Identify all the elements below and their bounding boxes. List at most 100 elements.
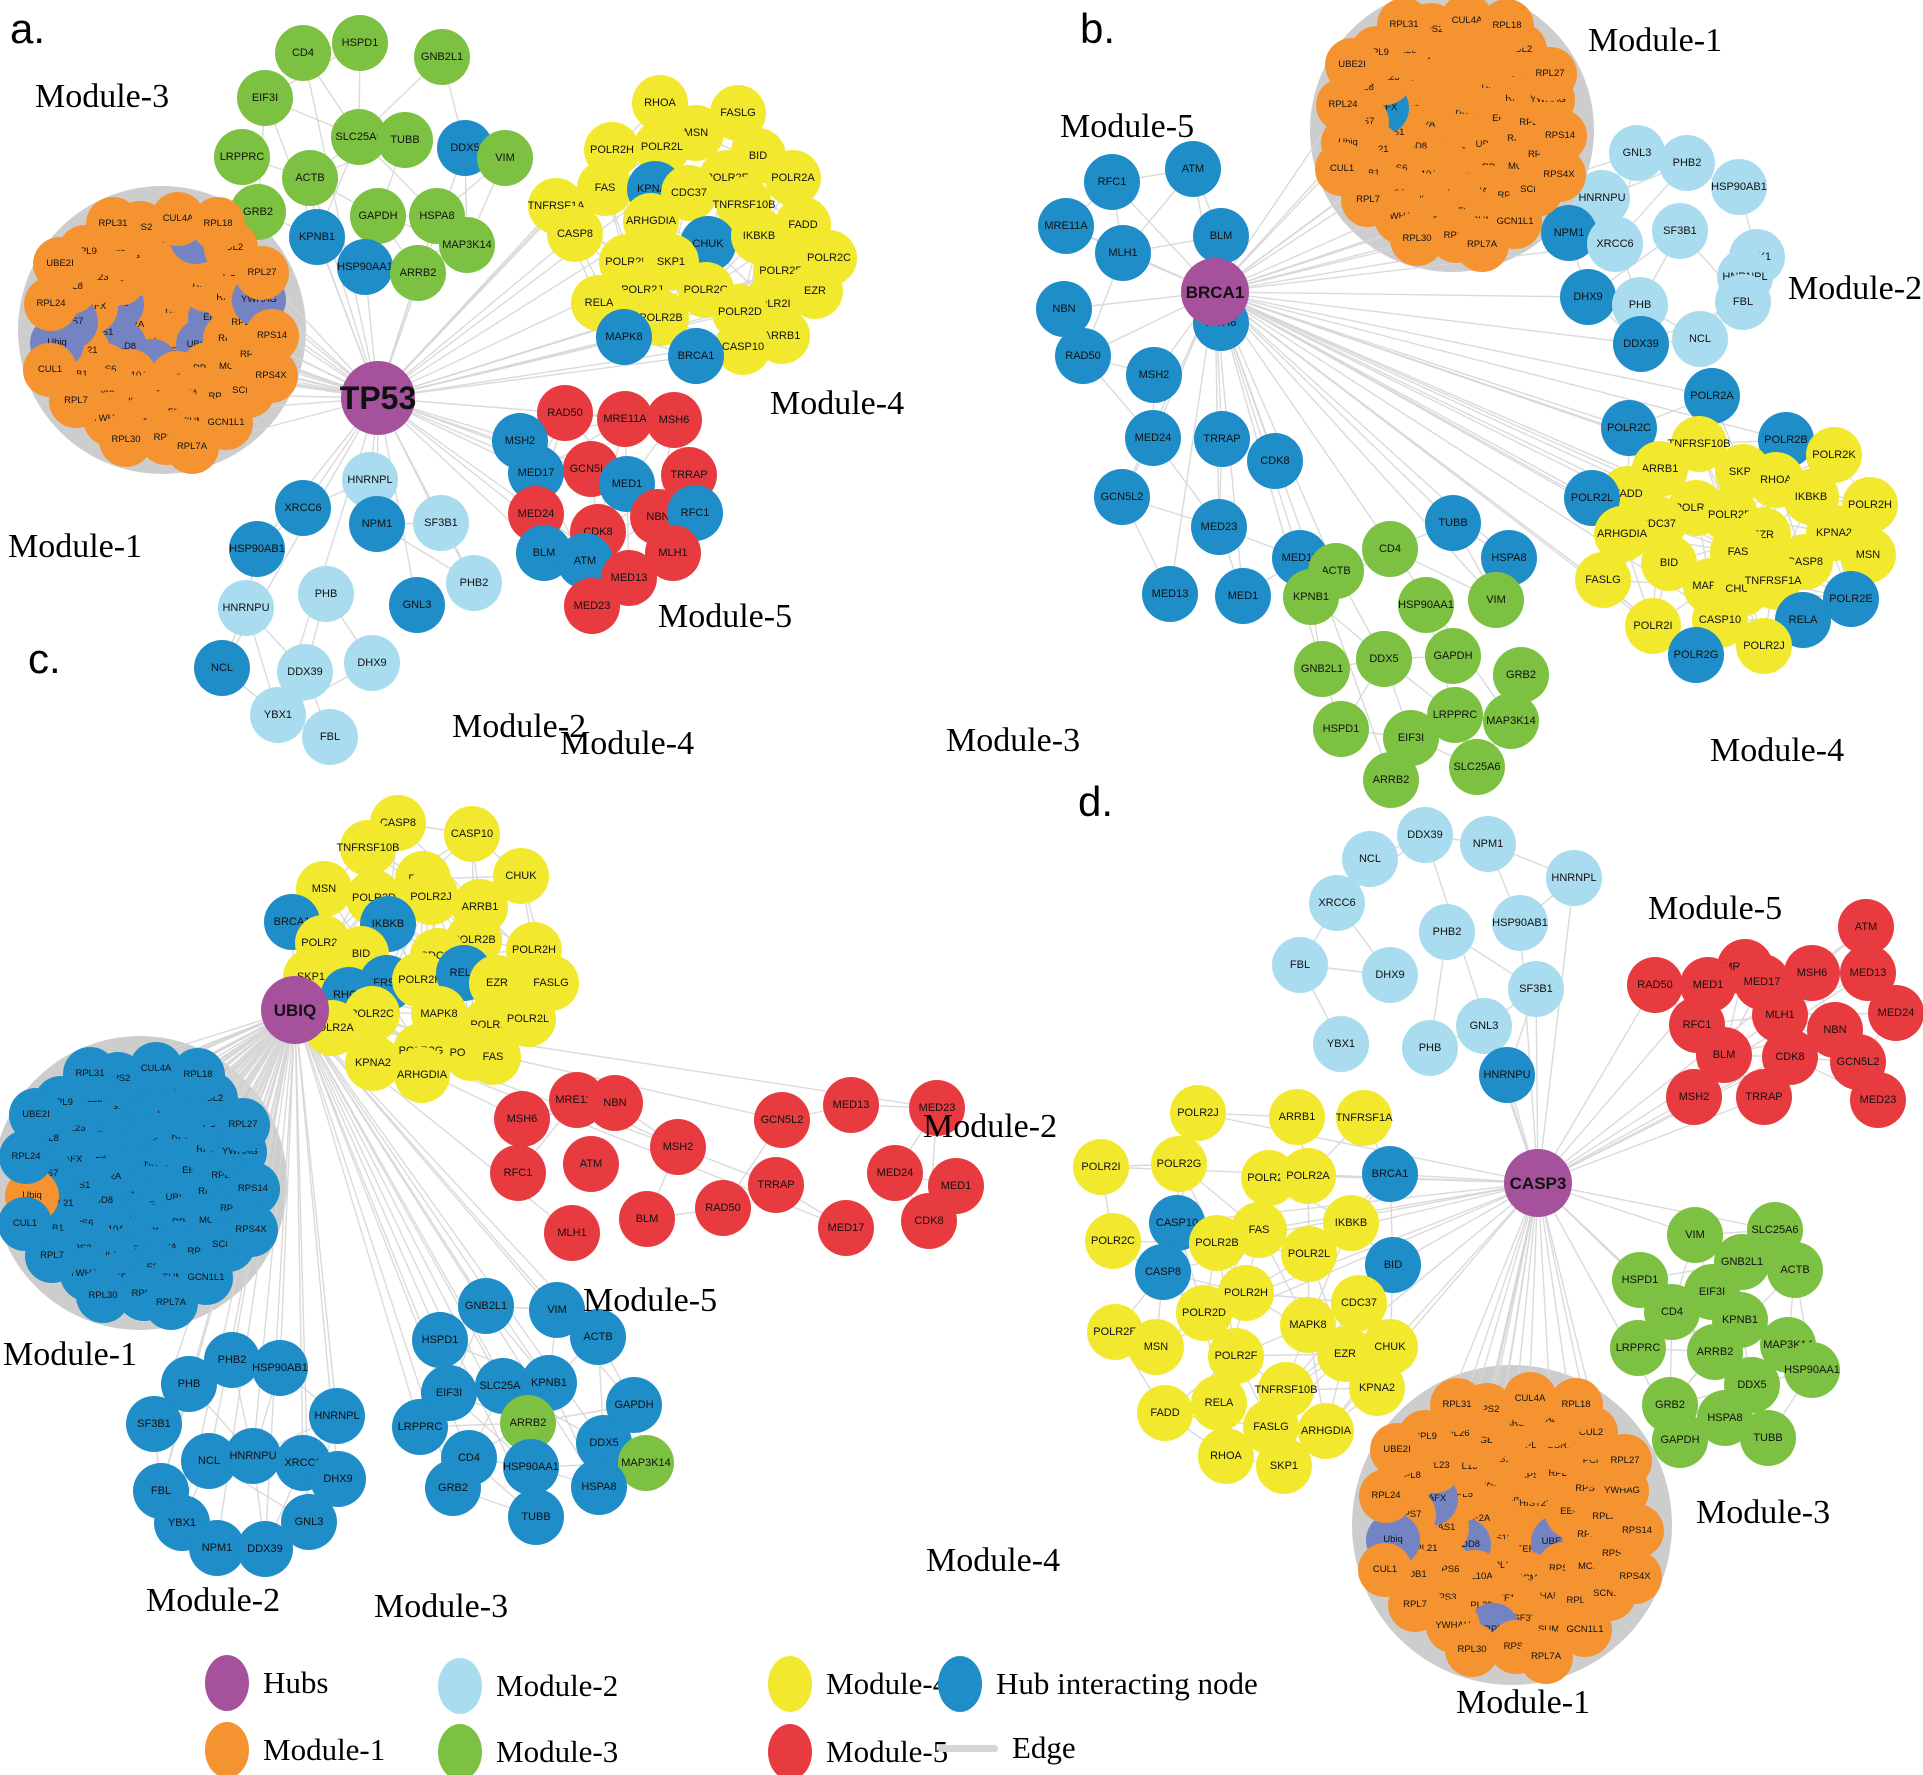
node-b-SLC25A6: SLC25A6 <box>1449 739 1505 795</box>
node-a-UBE2I-label: UBE2I <box>46 258 74 270</box>
node-c-HSPA8: HSPA8 <box>571 1459 627 1515</box>
node-d-CUL1-label: CUL1 <box>1372 1564 1398 1576</box>
node-a-RPL27-label: RPL27 <box>247 267 277 279</box>
node-c-PHB-label: PHB <box>177 1377 201 1390</box>
node-d-MLH1-label: MLH1 <box>1765 1008 1795 1021</box>
node-d-RPL13-label: RPL13 <box>1448 1461 1478 1473</box>
node-b-POLR2C: POLR2C <box>1601 400 1657 456</box>
node-b-FASLG-label: FASLG <box>1585 573 1621 586</box>
node-d-GAPDH-label: GAPDH <box>1660 1433 1700 1446</box>
node-c-HNRNPU: HNRNPU <box>225 1428 281 1484</box>
node-d-RPS14: RPS14 <box>1610 1504 1664 1558</box>
node-b-NPM1-label: NPM1 <box>1553 226 1585 239</box>
node-b-ARRB2-label: ARRB2 <box>1372 773 1410 786</box>
node-c-PHB2-label: PHB2 <box>217 1353 247 1366</box>
node-a-POLR2K-label: POLR2K <box>605 255 649 268</box>
node-d-POLR2C-label: POLR2C <box>1090 1234 1136 1247</box>
node-d-KPNA2-label: KPNA2 <box>1358 1381 1396 1394</box>
node-a-EIF3I: EIF3I <box>237 70 293 126</box>
node-c-LRPPRC-label: LRPPRC <box>397 1420 443 1433</box>
node-d-DHX9-label: DHX9 <box>1375 968 1405 981</box>
node-c-NPM1-label: NPM1 <box>201 1541 233 1554</box>
node-d-SSRP1-label: SSRP1 <box>1547 1440 1579 1452</box>
node-d-RPL18-label: RPL18 <box>1561 1399 1591 1411</box>
node-b-GCN5L2-label: GCN5L2 <box>1100 490 1144 503</box>
node-a-RPL9-label: RPL9 <box>73 246 97 258</box>
node-a-GNB2L1-label: GNB2L1 <box>420 50 464 63</box>
node-c-POLR2C-label: POLR2C <box>349 1007 395 1020</box>
node-d-GNB2L1: GNB2L1 <box>1714 1234 1770 1290</box>
node-c-CUL4A-label: CUL4A <box>140 1063 172 1075</box>
node-c-MLH1: MLH1 <box>544 1205 600 1261</box>
node-b-POLR2F-label: POLR2F <box>1674 501 1718 514</box>
node-b-DHX9: DHX9 <box>1560 269 1616 325</box>
node-b-POLR2G-label: POLR2G <box>1673 648 1719 661</box>
node-c-Ubiq-label: Ubiq <box>22 1190 42 1202</box>
node-a-MLH1-label: MLH1 <box>658 546 688 559</box>
node-a-NCL-label: NCL <box>210 661 233 674</box>
node-d-POLR2B: POLR2B <box>1189 1215 1245 1271</box>
node-c-GCN5L2: GCN5L2 <box>754 1092 810 1148</box>
node-a-RELA-label: RELA <box>584 296 614 309</box>
node-d-NCL-label: NCL <box>1358 852 1381 865</box>
node-d-CUL4A: CUL4A <box>1503 1372 1557 1426</box>
node-d-BLM-label: BLM <box>1712 1048 1736 1061</box>
node-a-HSP90AB1: HSP90AB1 <box>229 521 285 577</box>
node-a-YBX1: YBX1 <box>250 687 306 743</box>
node-a-PHB2: PHB2 <box>446 555 502 611</box>
module-label-a-module-2: Module-2 <box>452 708 587 745</box>
module-label-c-module-1: Module-1 <box>3 1336 138 1373</box>
node-b-RPL27-label: RPL27 <box>1535 68 1565 80</box>
node-d-RPS7-label: RPS7 <box>1396 1509 1422 1521</box>
node-a-MAPK8: MAPK8 <box>596 309 652 365</box>
node-a-MSH2-label: MSH2 <box>504 434 536 447</box>
node-b-HSP90AB1: HSP90AB1 <box>1711 159 1767 215</box>
node-a-ARRB1-label: ARRB1 <box>763 329 801 342</box>
node-c-EZR-label: EZR <box>486 976 508 989</box>
node-b-KPNB1: KPNB1 <box>1283 569 1339 625</box>
node-d-CD4: CD4 <box>1644 1284 1700 1340</box>
node-b-CUL4A-label: CUL4A <box>1451 15 1483 27</box>
node-d-MCM5-label: MCM5 <box>1515 1573 1543 1585</box>
node-a-KPNB1-label: KPNB1 <box>298 230 336 243</box>
module-label-b-module-5: Module-5 <box>1060 108 1195 145</box>
node-c-RPL18: RPL18 <box>171 1048 225 1102</box>
node-b-POLR2I-label: POLR2I <box>1633 619 1673 632</box>
node-c-MRE11A-label: MRE11A <box>555 1093 599 1106</box>
node-d-PIAS1-label: PIAS1 <box>1428 1522 1456 1534</box>
node-d-XRCC6: XRCC6 <box>1309 875 1365 931</box>
node-a-FBL: FBL <box>302 709 358 765</box>
node-c-ATM-label: ATM <box>579 1157 603 1170</box>
node-a-KPNA2-label: KPNA2 <box>636 182 674 195</box>
node-b-POLR2B-label: POLR2B <box>1764 433 1808 446</box>
node-d-POLR2I: POLR2I <box>1073 1139 1129 1195</box>
node-c-ATM: ATM <box>563 1136 619 1192</box>
node-b-UBE2I-label: UBE2I <box>1338 59 1366 71</box>
node-b-POLR2L-label: POLR2L <box>1570 491 1614 504</box>
node-a-TNFRSF1A-label: TNFRSF1A <box>527 199 585 212</box>
node-a-CDK8-label: CDK8 <box>583 525 613 538</box>
node-a-MAP3K14-label: MAP3K14 <box>442 238 492 251</box>
module-label-b-module-3: Module-3 <box>946 722 1081 759</box>
node-c-RAD50: RAD50 <box>695 1180 751 1236</box>
panel-letter-c: c. <box>28 635 61 682</box>
node-a-POLR2B-label: POLR2B <box>639 311 683 324</box>
node-a-POLR2A: POLR2A <box>765 150 821 206</box>
node-b-TRRAP: TRRAP <box>1194 411 1250 467</box>
node-a-PHB2-label: PHB2 <box>459 576 489 589</box>
node-b-RPL27: RPL27 <box>1523 47 1577 101</box>
node-c-NPM1: NPM1 <box>189 1520 245 1576</box>
node-d-DDB1-label: DDB1 <box>1401 1569 1427 1581</box>
node-d-HSPD1-label: HSPD1 <box>1621 1273 1659 1286</box>
node-c-CHUK-label: CHUK <box>505 869 537 882</box>
node-d-RPL7A: RPL7A <box>1519 1630 1573 1684</box>
node-b-CUL2-label: CUL2 <box>1507 44 1533 56</box>
node-d-RAD50-label: RAD50 <box>1637 978 1673 991</box>
node-a-CUL1-label: CUL1 <box>37 364 63 376</box>
node-b-RAD50: RAD50 <box>1055 328 1111 384</box>
node-d-PCNA-label: PCNA <box>1582 1455 1610 1467</box>
node-b-UBE2I: UBE2I <box>1325 38 1379 92</box>
node-b-RPL24-label: RPL24 <box>1328 99 1358 111</box>
node-d-RAD50: RAD50 <box>1627 957 1683 1013</box>
node-c-HSP90AA1: HSP90AA1 <box>503 1439 559 1495</box>
